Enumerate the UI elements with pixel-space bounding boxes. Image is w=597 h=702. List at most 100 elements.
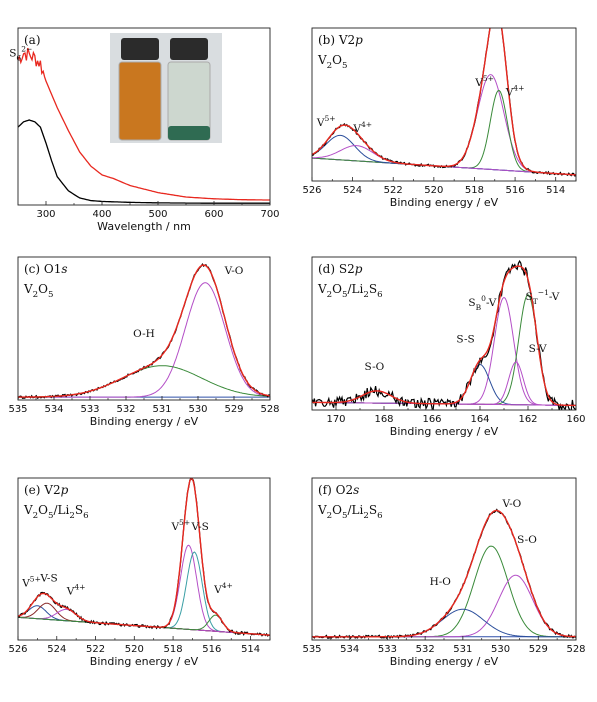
x-tick-label: 535 bbox=[302, 644, 321, 655]
x-tick-label: 514 bbox=[546, 185, 565, 196]
peak-annotation-e-0: V5+ bbox=[170, 518, 190, 533]
peak-component-e-1 bbox=[18, 551, 270, 636]
plot-area-c bbox=[18, 263, 270, 400]
peak-component-b-2 bbox=[312, 134, 576, 176]
panel-title-b: (b) V2p bbox=[318, 33, 363, 47]
x-axis-label-a: Wavelength / nm bbox=[97, 220, 191, 233]
x-tick-label: 534 bbox=[340, 644, 359, 655]
x-tick-label: 522 bbox=[384, 185, 403, 196]
x-axis-label-c: Binding energy / eV bbox=[90, 415, 199, 428]
series-black-absorbance bbox=[18, 119, 270, 204]
panel-subtitle-b: V2O5 bbox=[317, 53, 348, 71]
panel-title-d: (d) S2p bbox=[318, 262, 363, 276]
x-tick-label: 518 bbox=[465, 185, 484, 196]
x-tick-label: 170 bbox=[326, 414, 345, 425]
x-tick-label: 532 bbox=[416, 644, 435, 655]
axes-frame-a bbox=[17, 27, 271, 206]
peak-component-f-0 bbox=[312, 545, 576, 638]
x-tick-label: 600 bbox=[204, 209, 223, 220]
x-tick-label: 166 bbox=[422, 414, 441, 425]
x-tick-label: 520 bbox=[125, 644, 144, 655]
x-tick-label: 160 bbox=[566, 414, 585, 425]
x-tick-label: 514 bbox=[241, 644, 260, 655]
vial-right-sediment bbox=[168, 126, 210, 140]
vial-left-orange bbox=[118, 61, 162, 141]
panel-subtitle-d: V2O5/Li2S6 bbox=[317, 282, 383, 300]
peak-annotation-d-0: SB0-V bbox=[468, 294, 496, 312]
peak-annotation-e-1: V-S bbox=[191, 521, 209, 533]
x-tick-label: 520 bbox=[424, 185, 443, 196]
peak-component-c-0 bbox=[18, 282, 270, 398]
raw-data-e bbox=[18, 478, 270, 637]
axes-frame-d bbox=[311, 256, 577, 411]
plot-area-f bbox=[312, 508, 576, 640]
x-tick-label: 700 bbox=[260, 209, 279, 220]
plot-area-b bbox=[312, 28, 576, 177]
peak-annotation-b-2: V5+ bbox=[316, 114, 336, 129]
peak-annotation-a-0: S62− bbox=[9, 44, 32, 62]
peak-annotation-d-3: S-V bbox=[529, 343, 547, 355]
peak-annotation-f-1: S-O bbox=[517, 534, 537, 546]
panel-b: 526 524 522 520 518 516 514 Binding energy / eV… bbox=[302, 27, 577, 209]
x-tick-label: 518 bbox=[164, 644, 183, 655]
x-tick-label: 522 bbox=[86, 644, 105, 655]
peak-annotation-f-0: V-O bbox=[501, 498, 521, 510]
raw-data-b bbox=[312, 28, 576, 177]
x-tick-label: 528 bbox=[260, 404, 279, 415]
x-tick-label: 535 bbox=[8, 404, 27, 415]
peak-annotation-f-2: H-O bbox=[430, 576, 452, 588]
peak-component-b-0 bbox=[312, 74, 576, 176]
panel-title-f: (f) O2s bbox=[318, 483, 359, 497]
series-red-absorbance bbox=[18, 47, 270, 201]
x-tick-label: 532 bbox=[116, 404, 135, 415]
peak-component-f-2 bbox=[312, 608, 576, 638]
panel-e: 526 524 522 520 518 516 514 Binding energy / eV… bbox=[8, 477, 271, 668]
peak-annotation-d-4: S-O bbox=[365, 361, 385, 373]
peak-component-d-3 bbox=[312, 361, 576, 406]
x-tick-label: 531 bbox=[453, 644, 472, 655]
panel-d: 170 168 166 164 162 160 Binding energy / eV (d)… bbox=[311, 256, 586, 438]
x-tick-label: 530 bbox=[491, 644, 510, 655]
fit-envelope-f bbox=[312, 509, 576, 638]
panel-subtitle-f: V2O5/Li2S6 bbox=[317, 503, 383, 521]
peak-annotation-d-2: S-S bbox=[456, 334, 474, 346]
vials-photo bbox=[110, 33, 222, 143]
panel-subtitle-e: V2O5/Li2S6 bbox=[23, 503, 89, 521]
x-tick-label: 524 bbox=[343, 185, 362, 196]
x-tick-label: 162 bbox=[518, 414, 537, 425]
peak-annotation-c-0: V-O bbox=[224, 265, 244, 277]
fit-envelope-d bbox=[312, 265, 576, 407]
peak-annotation-d-1: ST−1-V bbox=[526, 288, 560, 306]
x-tick-label: 524 bbox=[47, 644, 66, 655]
fit-envelope-e bbox=[18, 478, 270, 636]
x-tick-label: 528 bbox=[566, 644, 585, 655]
panel-title-c: (c) O1s bbox=[24, 262, 68, 276]
fit-envelope-c bbox=[18, 264, 270, 398]
x-tick-label: 534 bbox=[44, 404, 63, 415]
peak-annotation-e-5: V4+ bbox=[213, 581, 233, 596]
x-tick-label: 533 bbox=[80, 404, 99, 415]
x-tick-label: 530 bbox=[188, 404, 207, 415]
peak-annotation-e-3: V-S bbox=[39, 573, 57, 585]
peak-annotation-e-4: V4+ bbox=[66, 583, 86, 598]
x-tick-label: 516 bbox=[202, 644, 221, 655]
x-tick-label: 531 bbox=[152, 404, 171, 415]
x-tick-label: 500 bbox=[148, 209, 167, 220]
x-tick-label: 400 bbox=[92, 209, 111, 220]
peak-annotation-b-0: V5+ bbox=[474, 74, 494, 89]
x-axis-label-f: Binding energy / eV bbox=[390, 655, 499, 668]
x-tick-label: 164 bbox=[470, 414, 489, 425]
x-tick-label: 533 bbox=[378, 644, 397, 655]
x-axis-label-b: Binding energy / eV bbox=[390, 196, 499, 209]
panel-title-e: (e) V2p bbox=[24, 483, 69, 497]
plot-area-a bbox=[18, 33, 270, 204]
vial-cap-left bbox=[121, 38, 159, 60]
x-tick-label: 529 bbox=[529, 644, 548, 655]
x-axis-label-e: Binding energy / eV bbox=[90, 655, 199, 668]
peak-component-c-1 bbox=[18, 365, 270, 398]
peak-annotation-b-3: V4+ bbox=[352, 120, 372, 135]
x-tick-label: 526 bbox=[8, 644, 27, 655]
x-tick-label: 516 bbox=[506, 185, 525, 196]
vial-cap-right bbox=[170, 38, 208, 60]
